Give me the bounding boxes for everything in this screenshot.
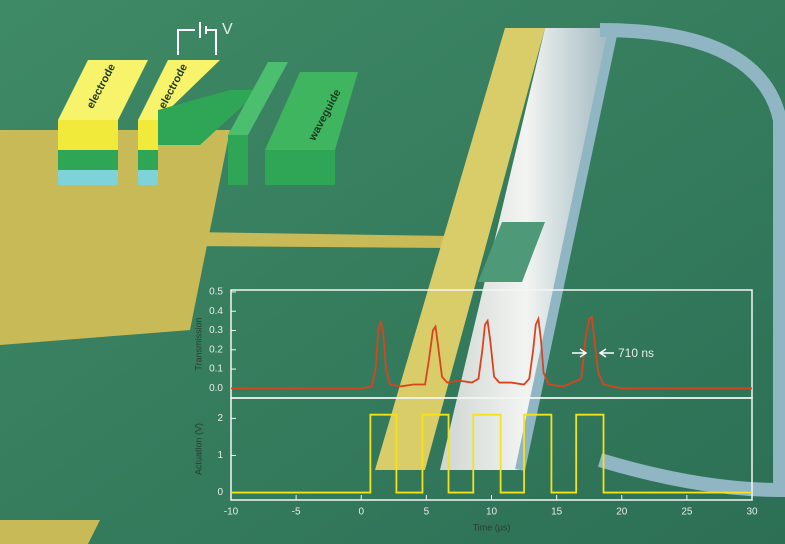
y-tick-label: 1 <box>217 450 223 461</box>
x-tick-label: 25 <box>681 507 693 518</box>
voltage-label: V <box>222 21 233 38</box>
y-tick-label: 0.4 <box>209 306 223 317</box>
x-tick-label: -5 <box>292 507 301 518</box>
x-tick-label: 10 <box>486 507 498 518</box>
x-tick-label: 30 <box>746 507 758 518</box>
y-tick-label: 0.0 <box>209 383 223 394</box>
x-tick-label: 0 <box>358 507 364 518</box>
y-tick-label: 0.5 <box>209 287 223 298</box>
y-tick-label: 0 <box>217 487 223 498</box>
y-axis-label: Transmission <box>193 317 203 370</box>
x-tick-label: 5 <box>424 507 430 518</box>
y-tick-label: 0.1 <box>209 364 223 375</box>
y-tick-label: 0.2 <box>209 344 223 355</box>
annotation: 710 ns <box>618 346 654 360</box>
x-tick-label: 20 <box>616 507 628 518</box>
x-axis-label: Time (μs) <box>473 522 511 532</box>
figure: V electrode electrode waveguide 0.00.10.… <box>0 0 785 544</box>
y-axis-label: Actuation (V) <box>193 423 203 475</box>
y-tick-label: 0.3 <box>209 325 223 336</box>
y-tick-label: 2 <box>217 413 223 424</box>
x-tick-label: -10 <box>224 507 239 518</box>
x-tick-label: 15 <box>551 507 563 518</box>
